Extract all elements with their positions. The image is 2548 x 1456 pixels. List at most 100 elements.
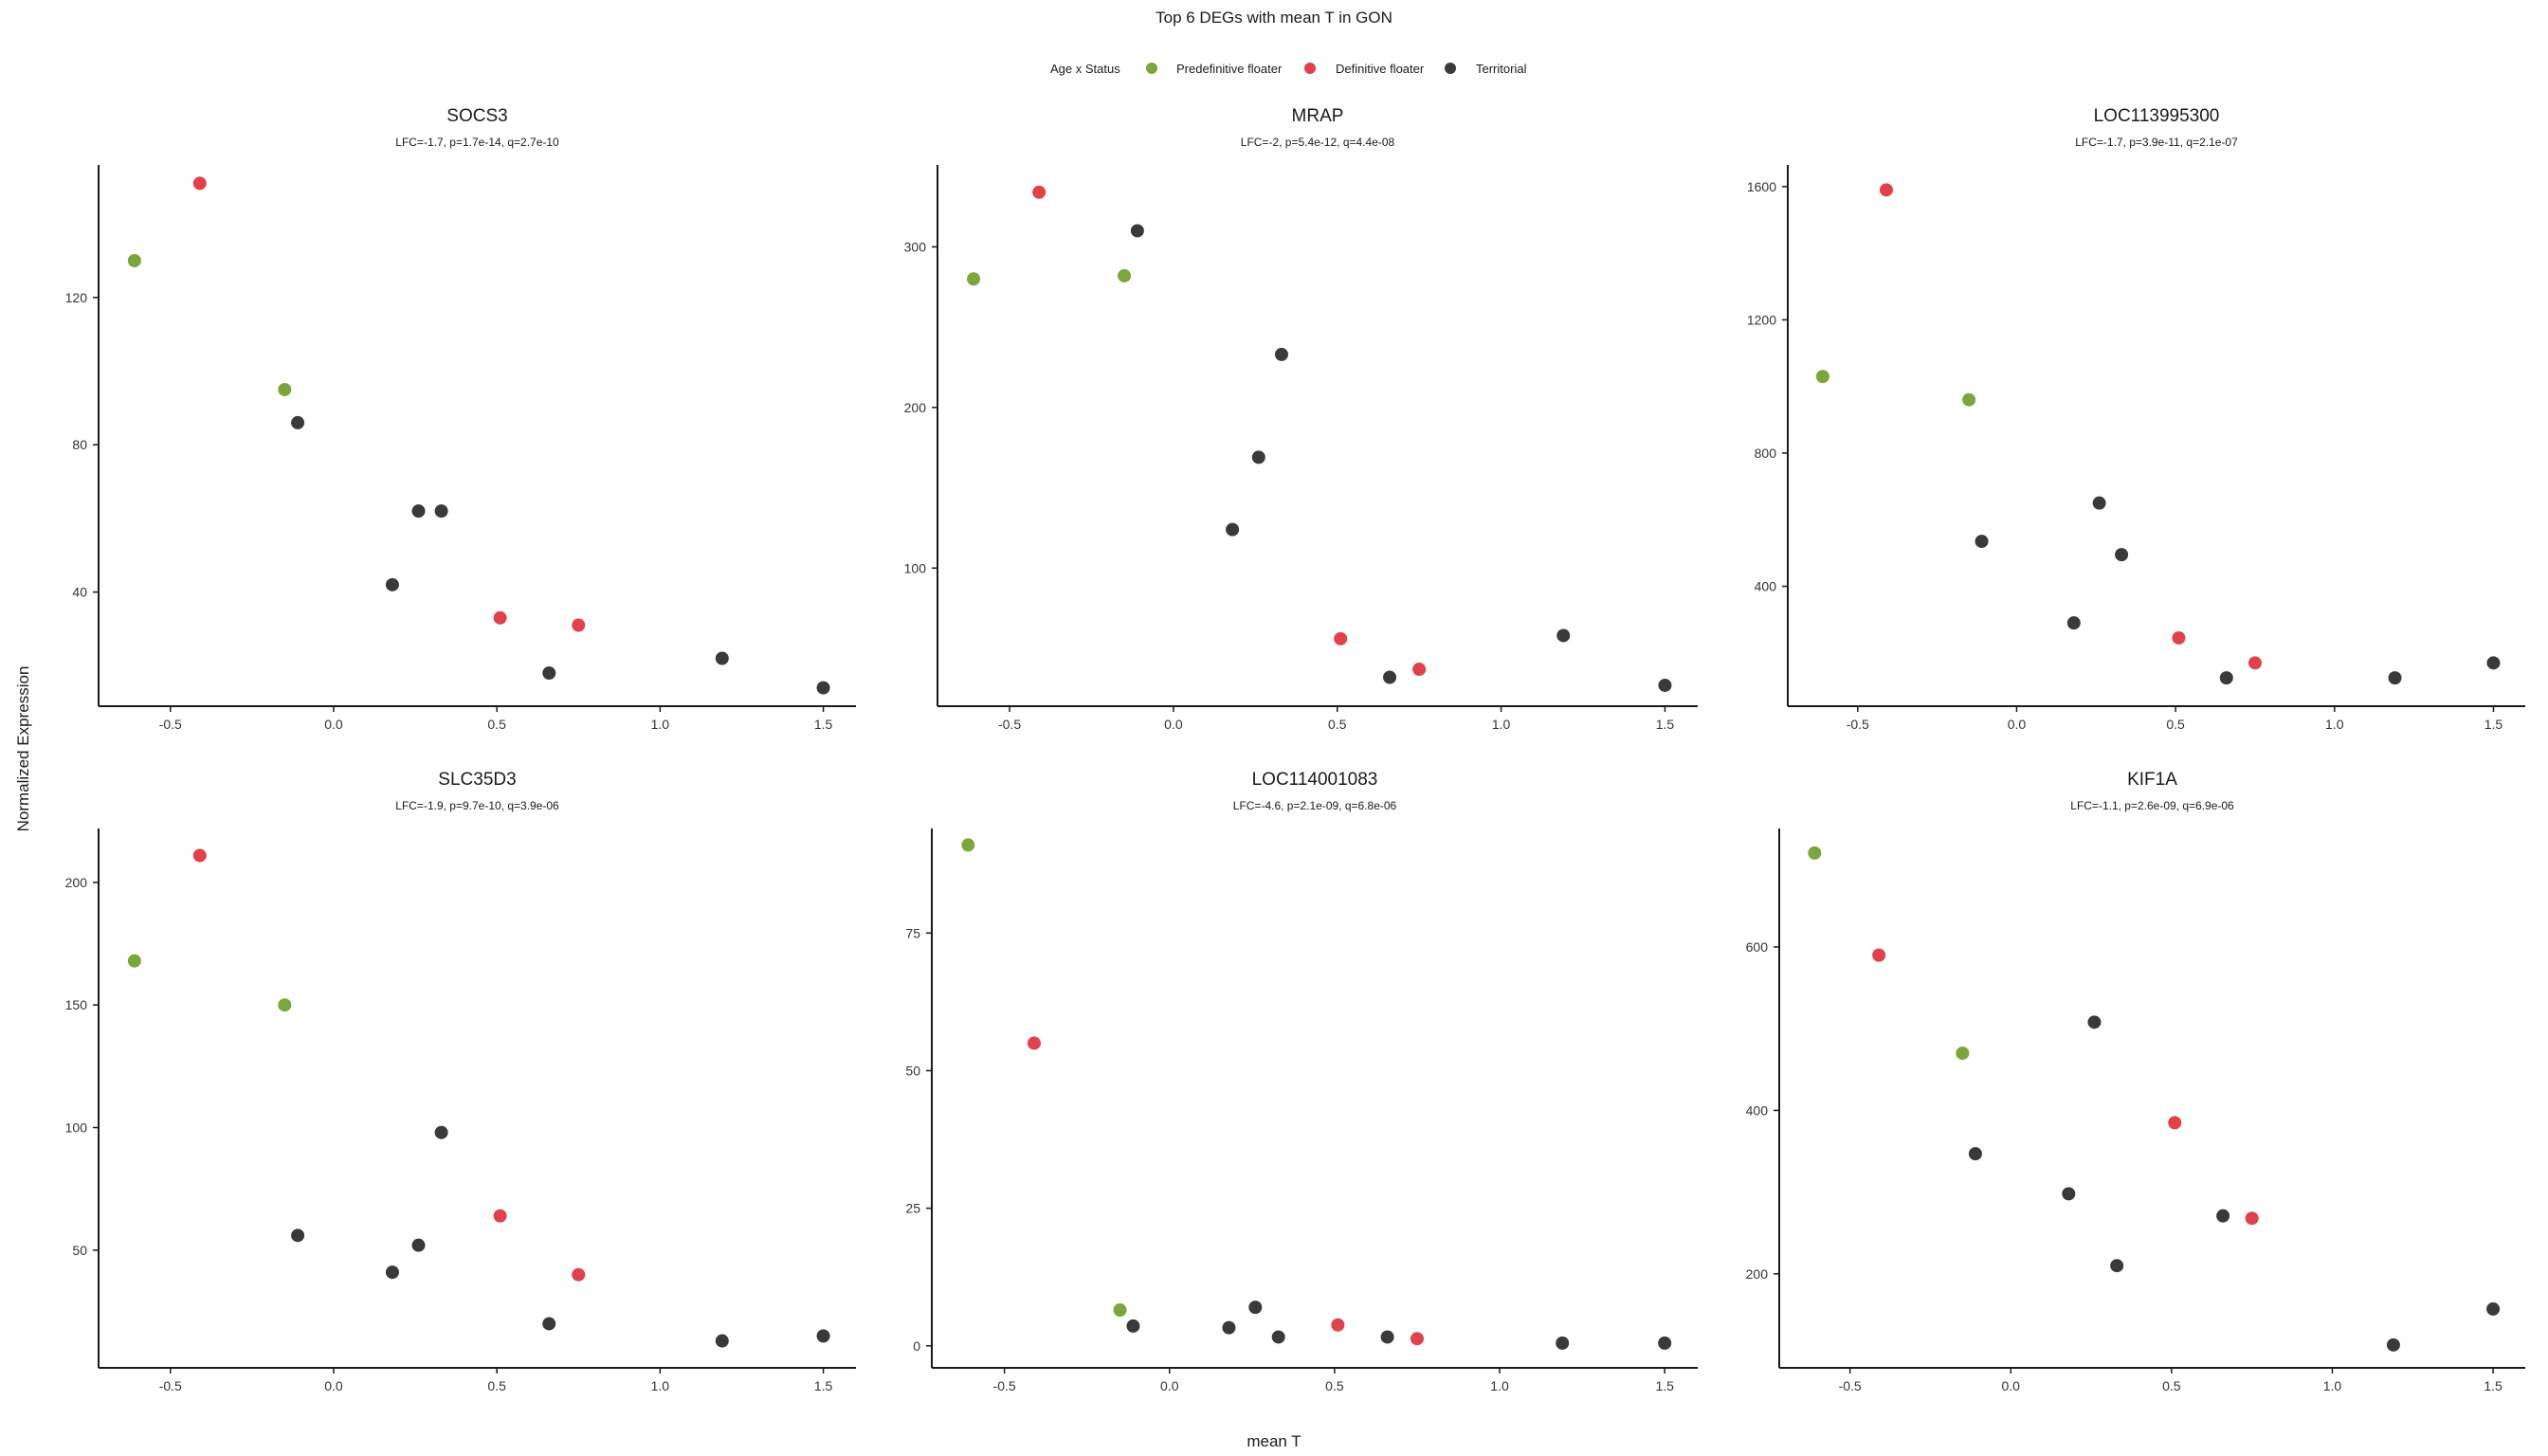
x-tick-label: 0.5 — [1328, 717, 1347, 732]
x-tick-label: 0.5 — [487, 1378, 506, 1393]
point-territorial — [2219, 671, 2233, 685]
x-tick-label: 1.0 — [1492, 717, 1511, 732]
y-tick-label: 1200 — [1747, 312, 1776, 327]
x-tick-label: 1.5 — [1656, 717, 1675, 732]
point-territorial — [411, 1238, 426, 1252]
point-predefinitive-floater — [278, 382, 292, 396]
x-tick-label: 1.5 — [814, 1378, 833, 1393]
panel-loc114001083: LOC114001083 LFC=-4.6, p=2.1e-09, q=6.8e-… — [905, 770, 1698, 1393]
y-tick-label: 600 — [1746, 939, 1769, 955]
point-territorial — [1248, 1301, 1263, 1315]
x-tick-label: 0.5 — [1325, 1378, 1344, 1393]
y-tick-label: 150 — [65, 997, 88, 1012]
panel-title: MRAP — [1292, 106, 1344, 126]
point-predefinitive-floater — [127, 954, 141, 968]
x-tick-label: -0.5 — [1839, 1378, 1862, 1393]
x-tick-label: -0.5 — [998, 717, 1021, 732]
point-definitive-floater — [1872, 948, 1886, 962]
point-territorial — [2115, 548, 2129, 562]
point-territorial — [434, 504, 448, 519]
y-tick-label: 40 — [72, 585, 87, 600]
legend-dot-predefinitive-floater — [1146, 63, 1157, 74]
point-definitive-floater — [1410, 1332, 1424, 1346]
point-definitive-floater — [1334, 631, 1348, 646]
panel-title: SLC35D3 — [438, 770, 516, 790]
point-predefinitive-floater — [961, 838, 975, 852]
point-territorial — [1968, 1147, 1982, 1161]
y-tick-label: 100 — [904, 560, 927, 575]
point-territorial — [1130, 224, 1144, 238]
point-definitive-floater — [1032, 185, 1046, 199]
panel-title: SOCS3 — [446, 106, 507, 126]
legend-label-territorial: Territorial — [1476, 62, 1527, 76]
x-tick-label: -0.5 — [1847, 717, 1869, 732]
panel-title: KIF1A — [2127, 770, 2177, 790]
panel-socs3: SOCS3 LFC=-1.7, p=1.7e-14, q=2.7e-10 -0.5 0… — [65, 106, 856, 732]
point-territorial — [715, 651, 729, 665]
y-tick-label: 200 — [904, 400, 927, 415]
point-territorial — [1271, 1330, 1285, 1344]
point-territorial — [2110, 1259, 2124, 1273]
y-tick-label: 120 — [65, 290, 88, 305]
point-territorial — [1126, 1319, 1140, 1333]
x-tick-label: 0.0 — [1164, 717, 1183, 732]
legend-dot-definitive-floater — [1304, 63, 1316, 74]
point-territorial — [1274, 347, 1288, 361]
y-tick-label: 100 — [65, 1120, 88, 1136]
x-tick-label: -0.5 — [159, 717, 182, 732]
panel-subtitle: LFC=-1.1, p=2.6e-09, q=6.9e-06 — [2070, 799, 2234, 812]
point-definitive-floater — [493, 1209, 507, 1223]
point-definitive-floater — [2172, 630, 2186, 645]
panel-subtitle: LFC=-1.9, p=9.7e-10, q=3.9e-06 — [395, 799, 559, 812]
point-territorial — [2062, 1187, 2076, 1201]
panel-mrap: MRAP LFC=-2, p=5.4e-12, q=4.4e-08 -0.5 0.0 0… — [904, 106, 1698, 732]
point-territorial — [1383, 670, 1397, 684]
x-tick-label: 0.5 — [2162, 1378, 2181, 1393]
x-tick-label: -0.5 — [993, 1378, 1016, 1393]
y-tick-label: 400 — [1746, 1102, 1769, 1118]
point-predefinitive-floater — [1815, 370, 1829, 384]
y-tick-label: 200 — [65, 875, 88, 890]
panel-title: LOC114001083 — [1252, 770, 1378, 790]
point-territorial — [715, 1334, 729, 1348]
point-territorial — [816, 1329, 830, 1343]
point-predefinitive-floater — [967, 272, 981, 286]
point-territorial — [385, 577, 399, 592]
point-definitive-floater — [493, 610, 507, 625]
x-tick-label: 1.5 — [1655, 1378, 1674, 1393]
y-tick-label: 300 — [904, 239, 927, 254]
y-tick-label: 800 — [1755, 446, 1777, 461]
point-definitive-floater — [2245, 1211, 2259, 1226]
legend-label-definitive-floater: Definitive floater — [1336, 62, 1425, 76]
legend-title: Age x Status — [1050, 62, 1120, 76]
y-tick-label: 200 — [1746, 1266, 1769, 1282]
point-definitive-floater — [2168, 1116, 2182, 1130]
panel-slc35d3: SLC35D3 LFC=-1.9, p=9.7e-10, q=3.9e-06 -0.… — [65, 770, 856, 1393]
y-axis-label: Normalized Expression — [14, 666, 32, 832]
point-predefinitive-floater — [278, 998, 292, 1012]
y-tick-label: 50 — [905, 1063, 920, 1078]
y-tick-label: 400 — [1755, 579, 1777, 594]
point-definitive-floater — [192, 848, 207, 863]
y-tick-label: 0 — [913, 1338, 920, 1354]
x-tick-label: 1.5 — [814, 717, 833, 732]
x-tick-label: 0.0 — [2002, 1378, 2021, 1393]
panel-subtitle: LFC=-1.7, p=3.9e-11, q=2.1e-07 — [2075, 136, 2238, 149]
x-tick-label: 1.0 — [651, 1378, 670, 1393]
point-territorial — [291, 1228, 305, 1243]
point-territorial — [434, 1125, 448, 1139]
figure-title: Top 6 DEGs with mean T in GON — [1156, 9, 1392, 27]
point-territorial — [1222, 1320, 1236, 1335]
panel-kif1a: KIF1A LFC=-1.1, p=2.6e-09, q=6.9e-06 -0.5 0… — [1746, 770, 2525, 1393]
panel-subtitle: LFC=-2, p=5.4e-12, q=4.4e-08 — [1241, 136, 1395, 149]
point-definitive-floater — [2248, 656, 2262, 670]
x-tick-label: 0.0 — [1160, 1378, 1179, 1393]
x-tick-label: 0.5 — [2166, 717, 2185, 732]
point-territorial — [2087, 1015, 2102, 1029]
point-territorial — [1380, 1330, 1394, 1344]
point-territorial — [411, 504, 426, 519]
x-tick-label: 1.0 — [651, 717, 670, 732]
panels: SOCS3 LFC=-1.7, p=1.7e-14, q=2.7e-10 -0.5 0… — [65, 106, 2525, 1393]
point-definitive-floater — [192, 176, 207, 191]
